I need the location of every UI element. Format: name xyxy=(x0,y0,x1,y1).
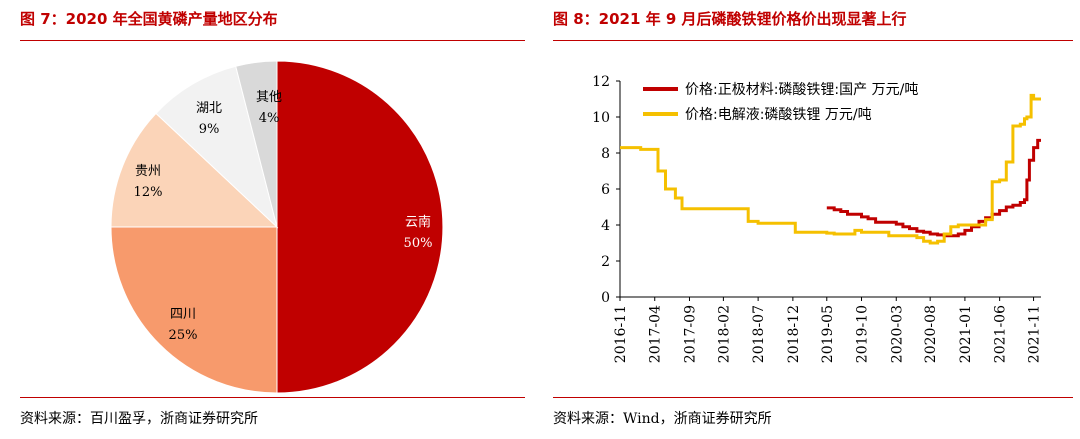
pie-figure-title: 图 7：2020 年全国黄磷产量地区分布 xyxy=(20,10,278,28)
line-source-note: 资料来源：Wind，浙商证券研究所 xyxy=(553,411,772,427)
pie-source-note: 资料来源：百川盈孚，浙商证券研究所 xyxy=(20,411,258,427)
bottom-rule xyxy=(20,397,525,398)
y-tick-label: 12 xyxy=(592,74,610,90)
x-tick-label: 2021-11 xyxy=(1027,305,1043,363)
x-tick-label: 2021-01 xyxy=(958,305,974,363)
y-tick-label: 4 xyxy=(601,218,610,234)
pie-pct-2: 12% xyxy=(134,185,163,200)
pie-pct-3: 9% xyxy=(199,122,220,137)
x-tick-label: 2021-06 xyxy=(993,305,1009,363)
left-figure-panel: 图 7：2020 年全国黄磷产量地区分布 云南 50% 四川 25% 贵州 12% 湖北 9%… xyxy=(0,0,535,439)
pie-pct-4: 4% xyxy=(259,111,280,126)
y-tick-label: 0 xyxy=(601,290,610,306)
pie-pct-1: 25% xyxy=(169,328,198,343)
y-tick-label: 10 xyxy=(592,110,610,126)
pie-label-4: 其他 xyxy=(256,90,282,105)
series-line-1 xyxy=(620,93,1041,245)
x-tick-label: 2019-10 xyxy=(855,305,871,363)
x-tick-label: 2018-02 xyxy=(716,305,732,363)
y-tick-label: 8 xyxy=(601,146,610,162)
top-rule xyxy=(20,40,525,41)
line-chart: 0 2 4 6 8 10 12 2016-11 2017-04 2017-09 2018-02 201… xyxy=(592,74,1043,363)
y-tick-label: 2 xyxy=(601,254,610,270)
right-figure-panel: 图 8：2021 年 9 月后磷酸铁锂价格价出现显著上行 0 2 4 6 8 10 12 20… xyxy=(545,0,1080,439)
x-tick-label: 2018-07 xyxy=(751,305,767,363)
x-tick-label: 2020-03 xyxy=(889,305,905,363)
pie-slice-1 xyxy=(110,226,278,394)
pie-slice-2 xyxy=(110,112,279,228)
x-tick-label: 2020-08 xyxy=(923,305,939,363)
x-tick-label: 2018-12 xyxy=(786,305,802,363)
legend-label-0: 价格:正极材料:磷酸铁锂:国产 万元/吨 xyxy=(685,82,918,98)
pie-slice-0 xyxy=(276,60,444,394)
pie-label-2: 贵州 xyxy=(135,164,161,179)
y-tick-label: 6 xyxy=(601,182,610,198)
top-rule xyxy=(553,40,1073,41)
pie-slice-3 xyxy=(155,65,278,229)
legend-label-1: 价格:电解液:磷酸铁锂 万元/吨 xyxy=(685,107,872,123)
series-line-0 xyxy=(826,138,1041,238)
bottom-rule xyxy=(553,397,1073,398)
pie-label-0: 云南 xyxy=(405,214,431,230)
pie-pct-0: 50% xyxy=(404,236,433,251)
pie-label-3: 湖北 xyxy=(196,101,222,116)
x-tick-label: 2017-04 xyxy=(648,305,664,363)
pie-label-1: 四川 xyxy=(170,307,196,322)
x-tick-label: 2017-09 xyxy=(682,305,698,363)
pie-slice-4 xyxy=(235,60,278,228)
pie-chart: 云南 50% 四川 25% 贵州 12% 湖北 9% 其他 4% xyxy=(110,60,444,394)
x-tick-label: 2016-11 xyxy=(613,305,629,363)
line-figure-title: 图 8：2021 年 9 月后磷酸铁锂价格价出现显著上行 xyxy=(553,10,907,28)
x-tick-label: 2019-05 xyxy=(820,305,836,363)
